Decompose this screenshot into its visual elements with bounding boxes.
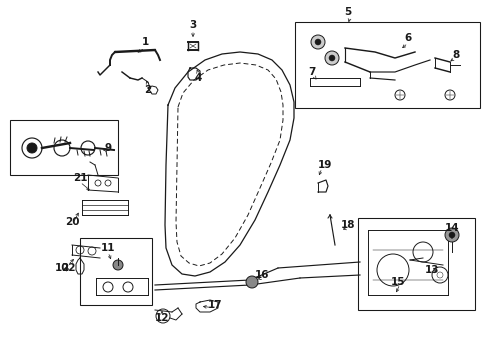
Text: 17: 17 (207, 300, 222, 310)
Circle shape (328, 55, 334, 61)
Text: 12: 12 (154, 313, 169, 323)
Circle shape (314, 39, 320, 45)
Text: 19: 19 (317, 160, 331, 170)
Text: 5: 5 (344, 7, 351, 17)
Circle shape (245, 276, 258, 288)
Text: 9: 9 (104, 143, 111, 153)
Circle shape (310, 35, 325, 49)
Circle shape (325, 51, 338, 65)
Text: 16: 16 (254, 270, 269, 280)
Text: 20: 20 (64, 217, 79, 227)
Circle shape (448, 232, 454, 238)
Text: 3: 3 (189, 20, 196, 30)
Bar (357, 218, 474, 310)
Text: 4: 4 (194, 73, 201, 83)
Circle shape (444, 228, 458, 242)
Text: 13: 13 (424, 265, 438, 275)
Text: 6: 6 (404, 33, 411, 43)
Bar (10, 120, 118, 175)
Bar (80, 238, 152, 305)
Text: 18: 18 (340, 220, 354, 230)
Text: 15: 15 (390, 277, 405, 287)
Circle shape (113, 260, 123, 270)
Bar (294, 22, 479, 108)
Text: 11: 11 (101, 243, 115, 253)
Text: 2: 2 (144, 85, 151, 95)
Text: 8: 8 (451, 50, 459, 60)
Text: 7: 7 (307, 67, 315, 77)
Text: 14: 14 (444, 223, 458, 233)
Text: 22: 22 (61, 263, 75, 273)
Text: 21: 21 (73, 173, 87, 183)
Circle shape (27, 143, 37, 153)
Text: 10: 10 (55, 263, 69, 273)
Text: 1: 1 (141, 37, 148, 47)
